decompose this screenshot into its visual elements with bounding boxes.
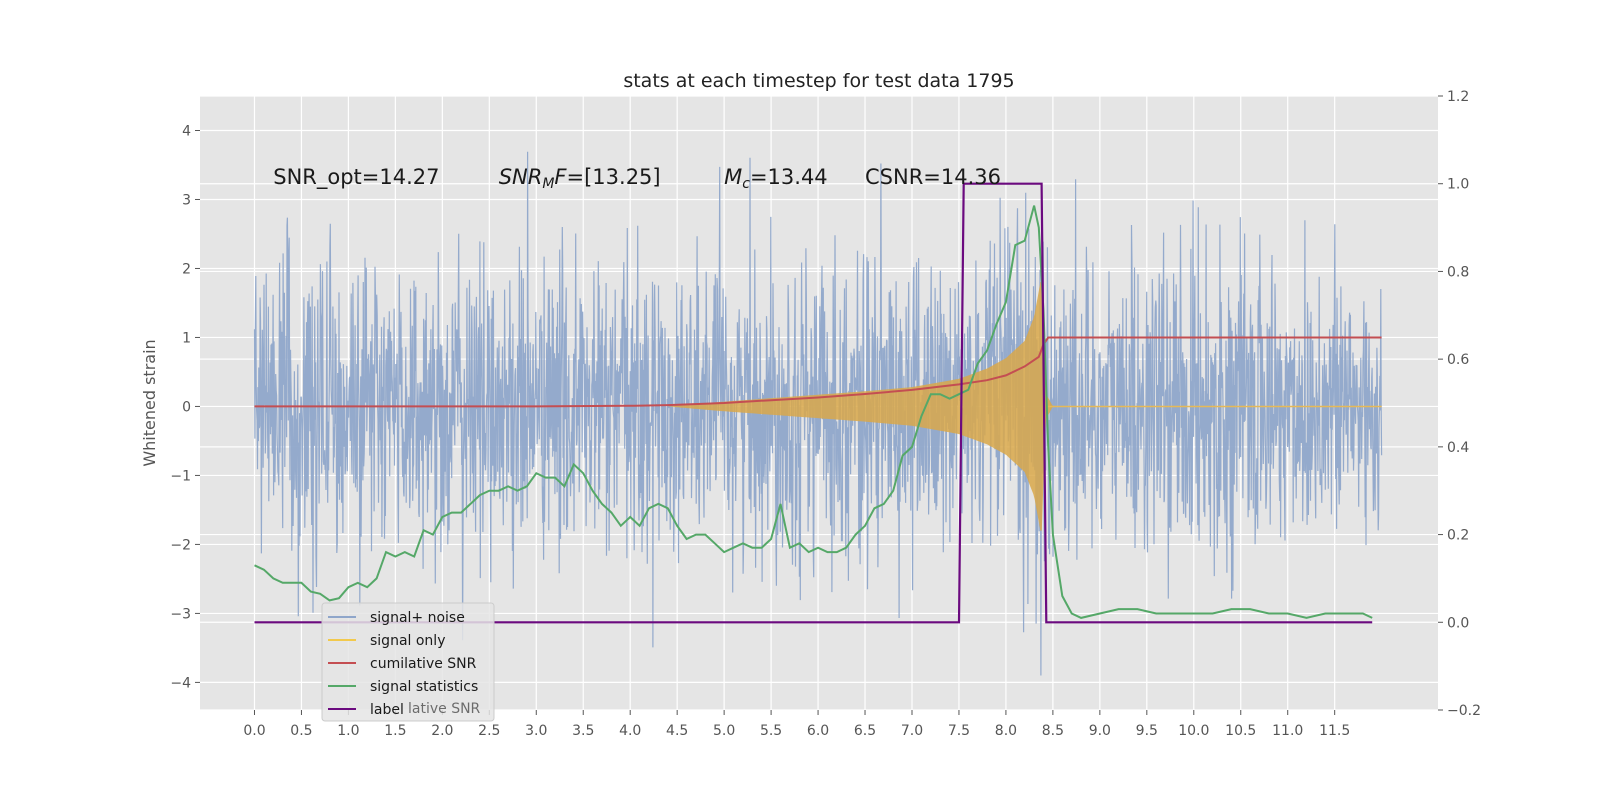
x-tick-label: 9.0 (1089, 723, 1111, 739)
legend-hidden-text: lative SNR (408, 701, 481, 717)
y-tick-label: −3 (170, 606, 191, 622)
y2-tick-label: 0.0 (1447, 615, 1469, 631)
x-tick-label: 5.0 (713, 723, 735, 739)
x-tick-label: 7.5 (948, 723, 970, 739)
x-tick-label: 8.5 (1042, 723, 1064, 739)
label-layer: SNR_opt=14.27 SNRMF=[13.25] Mc=13.44 CSNR=1… (273, 165, 1001, 192)
x-tick-label: 2.0 (431, 723, 453, 739)
legend-entry-4: signal statistics (370, 679, 478, 695)
legend-entry-2: signal only (370, 633, 445, 649)
signal-noise-line (253, 151, 1383, 676)
label-line (254, 182, 1373, 624)
x-tick-label: 1.0 (337, 723, 359, 739)
y-tick-label: 3 (182, 192, 191, 208)
y2-tick-label: −0.2 (1447, 703, 1481, 719)
x-tick-label: 11.5 (1319, 723, 1350, 739)
data-layer (253, 151, 1383, 676)
x-tick-label: 3.5 (572, 723, 594, 739)
y2-tick-label: 1.0 (1447, 177, 1469, 193)
y2-tick-label: 1.2 (1447, 89, 1469, 105)
y2-tick-label: 0.4 (1447, 440, 1469, 456)
y-tick-label: 2 (182, 261, 191, 277)
annotation-3: Mc=13.44 (724, 165, 828, 192)
axis-layer: 0.0 0.5 1.0 1.5 2.0 2.5 3.0 3.5 4.0 4.5 5.0 5.5 6.0 6… (170, 89, 1481, 739)
y2-tick-label: 0.6 (1447, 352, 1469, 368)
x-tick-label: 4.0 (619, 723, 641, 739)
x-tick-label: 6.5 (854, 723, 876, 739)
x-tick-label: 10.5 (1225, 723, 1256, 739)
x-tick-label: 9.5 (1136, 723, 1158, 739)
legend: lative SNR signal+ noise signal only cumila… (321, 602, 495, 722)
annotation-4: CSNR=14.36 (865, 165, 1001, 189)
legend-entry-3: cumilative SNR (370, 656, 477, 672)
y2-tick-label: 0.2 (1447, 528, 1469, 544)
signal-only-envelope (667, 282, 1382, 531)
chart-title: stats at each timestep for test data 179… (623, 70, 1014, 92)
x-tick-label: 6.0 (807, 723, 829, 739)
y-tick-label: −2 (170, 537, 191, 553)
y-tick-label: 1 (182, 330, 191, 346)
signal-statistics-line (254, 205, 1373, 619)
x-tick-label: 7.0 (901, 723, 923, 739)
x-tick-label: 10.0 (1178, 723, 1209, 739)
y-tick-label: 4 (182, 123, 191, 139)
x-tick-label: 0.5 (290, 723, 312, 739)
x-tick-label: 8.0 (995, 723, 1017, 739)
x-tick-label: 4.5 (666, 723, 688, 739)
x-tick-label: 5.5 (760, 723, 782, 739)
y2-tick-label: 0.8 (1447, 264, 1469, 280)
annotation-2: SNRMF=[13.25] (499, 165, 661, 192)
y-tick-label: 0 (182, 399, 191, 415)
y-tick-label: −1 (170, 468, 191, 484)
y-tick-label: −4 (170, 675, 191, 691)
x-tick-label: 11.0 (1272, 723, 1303, 739)
legend-entry-1: signal+ noise (370, 610, 465, 626)
cumulative-snr-line (254, 336, 1382, 408)
annotation-1: SNR_opt=14.27 (273, 165, 439, 190)
x-tick-label: 2.5 (478, 723, 500, 739)
x-tick-label: 3.0 (525, 723, 547, 739)
y-axis-label: Whitened strain (140, 339, 159, 466)
x-tick-label: 0.0 (243, 723, 265, 739)
legend-entry-5: label (370, 702, 404, 718)
legend-box (321, 602, 495, 722)
x-tick-label: 1.5 (384, 723, 406, 739)
